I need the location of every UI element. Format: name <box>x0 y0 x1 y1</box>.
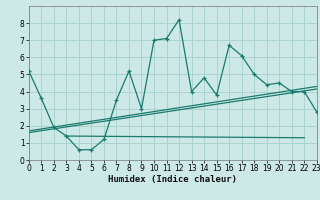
X-axis label: Humidex (Indice chaleur): Humidex (Indice chaleur) <box>108 175 237 184</box>
